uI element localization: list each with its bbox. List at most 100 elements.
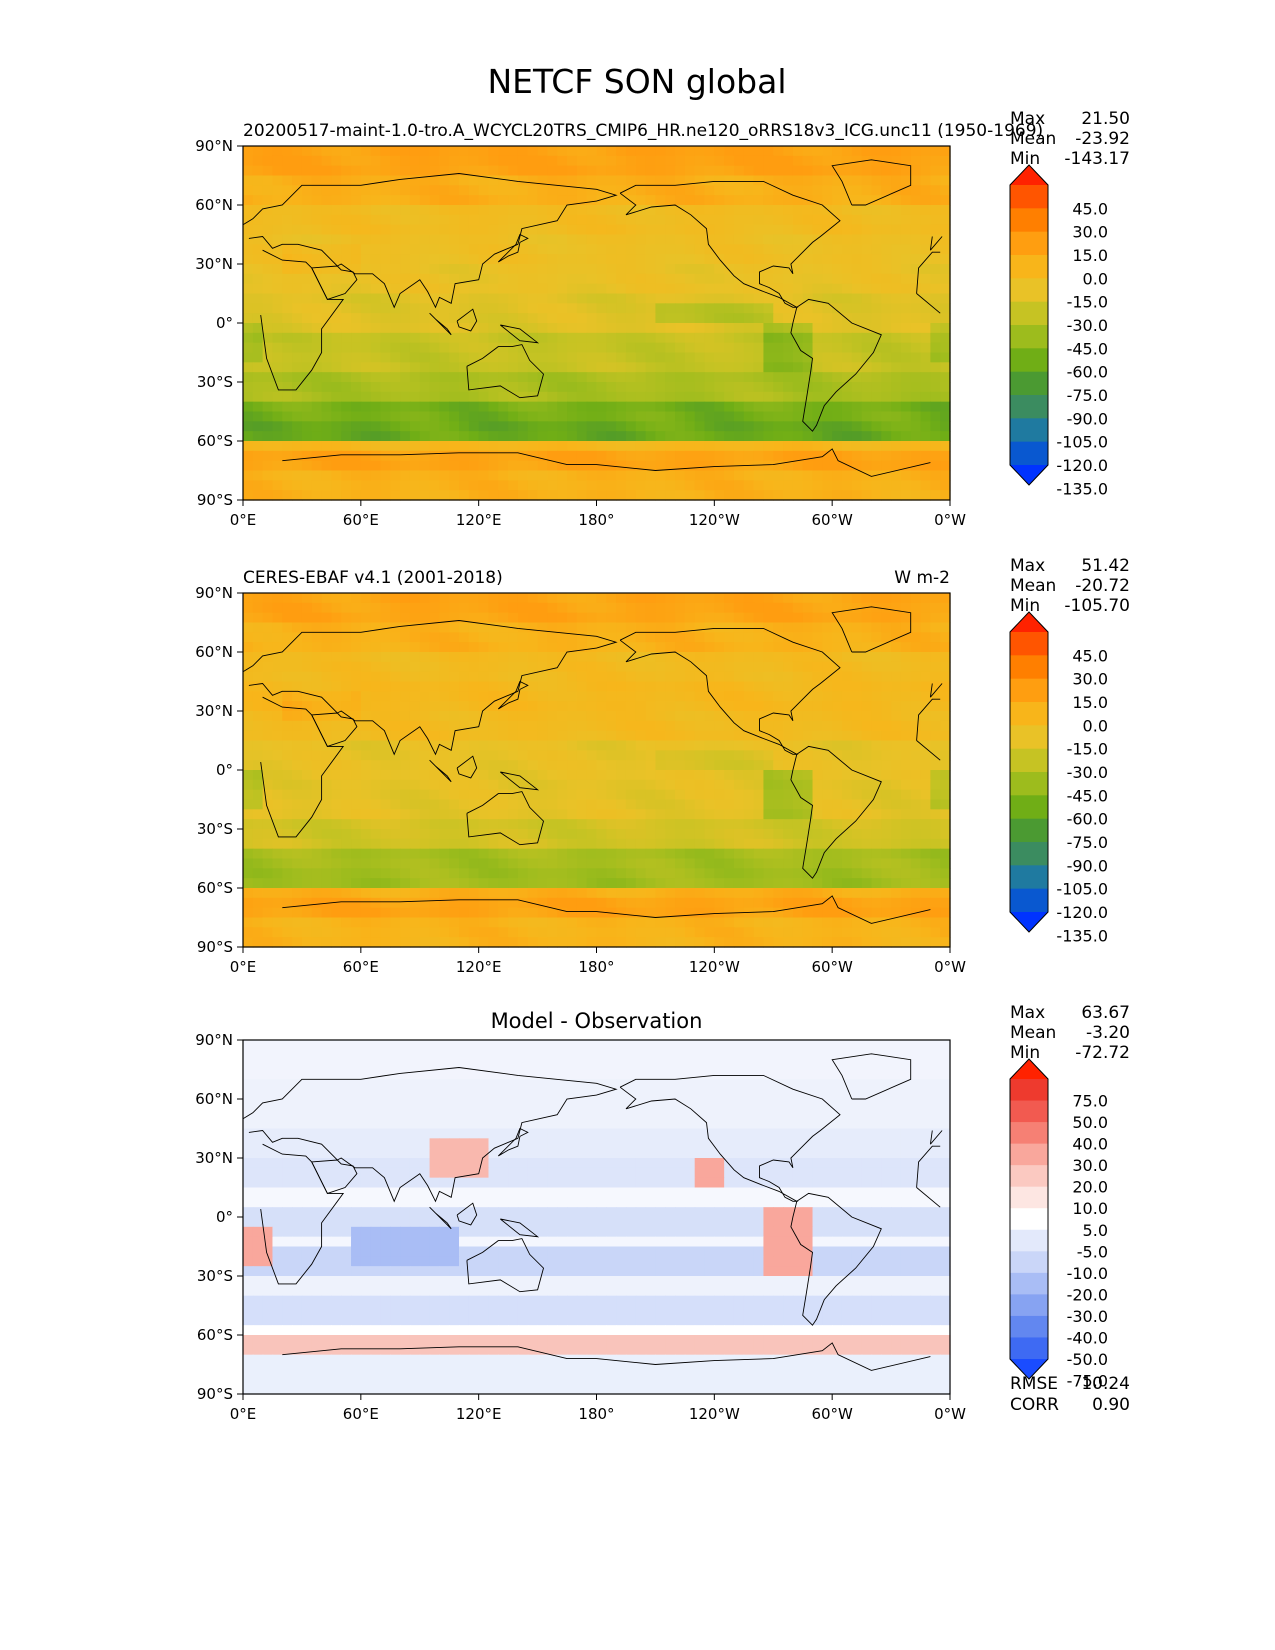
field-cell [449,165,460,177]
field-cell [753,858,765,869]
field-cell [301,431,313,442]
field-cell [724,720,735,732]
field-cell [478,612,490,624]
field-cell [753,760,765,771]
field-cell [832,146,843,157]
field-cell [272,303,283,314]
field-cell [822,490,833,501]
field-cell [252,652,264,663]
field-cell [380,661,391,673]
field-cell [390,224,401,236]
field-cell [557,819,568,830]
field-cell [861,878,873,889]
field-cell [409,701,421,712]
field-cell [370,244,382,255]
field-cell [292,897,303,909]
field-cell [498,244,509,255]
field-cell [684,195,696,206]
field-cell [625,490,637,501]
field-cell [567,450,578,462]
field-cell [743,760,755,771]
field-cell [861,829,873,840]
field-cell [635,401,647,413]
field-cell [655,342,666,354]
field-cell [400,829,411,840]
field-cell [576,401,588,413]
field-cell [910,352,922,363]
field-cell [900,770,912,781]
field-cell [557,829,568,840]
field-cell [547,165,558,177]
field-cell [459,372,470,383]
field-cell [871,411,882,422]
field-cell [891,470,902,481]
field-cell [665,244,676,255]
field-cell [409,342,421,354]
field-cell [331,293,342,304]
field-cell [400,382,411,393]
field-cell [871,770,882,781]
field-cell [301,273,313,285]
field-cell [694,858,706,869]
field-cell [409,264,421,275]
field-cell [262,165,274,177]
field-cell [419,878,431,889]
field-cell [301,411,313,422]
field-cell [783,421,794,432]
field-cell [910,848,922,860]
field-cell [832,480,843,491]
field-cell [243,829,254,840]
field-cell [753,730,765,742]
field-cell [321,848,332,860]
field-cell [370,730,382,742]
field-cell [694,323,706,334]
field-cell [733,838,745,850]
field-cell [910,691,922,702]
field-cell [743,490,755,501]
field-cell [508,283,519,295]
field-cell [400,858,411,869]
field-cell [920,642,931,653]
field-cell [625,868,637,879]
field-cell [851,313,863,324]
field-cell [400,868,411,879]
field-cell [871,165,882,177]
field-cell [586,760,598,771]
field-cell [459,293,470,304]
field-cell [400,303,411,314]
field-cell [576,868,588,879]
map-panel-2: 0°E 60°E 120°E 180° 120°W 60°W 0°W90°N60°N30°N… [195,556,1130,976]
field-cell [351,362,362,373]
field-cell [547,691,558,702]
field-cell [488,332,499,344]
field-cell [331,342,342,354]
field-cell [841,888,853,899]
field-cell [792,612,804,624]
field-cell [380,185,391,196]
field-cell [655,391,666,403]
field-cell [243,799,254,810]
field-cell [792,421,804,432]
field-cell [871,352,882,363]
field-cell [351,878,362,889]
field-cell [547,681,558,692]
field-cell [311,671,323,683]
field-cell [616,720,627,732]
field-cell [694,490,706,501]
field-cell [341,858,352,869]
field-cell [370,293,382,304]
field-cell [547,858,558,869]
field-cell [400,431,411,442]
field-cell [576,460,588,472]
field-cell [576,372,588,383]
field-cell [920,411,931,422]
field-cell [301,185,313,196]
field-cell [351,730,362,742]
field-cell [920,401,931,413]
field-cell [841,342,853,354]
field-cell [390,622,401,633]
field-cell [517,750,529,761]
field-cell [252,362,264,373]
field-cell [400,897,411,909]
field-cell [861,332,873,344]
